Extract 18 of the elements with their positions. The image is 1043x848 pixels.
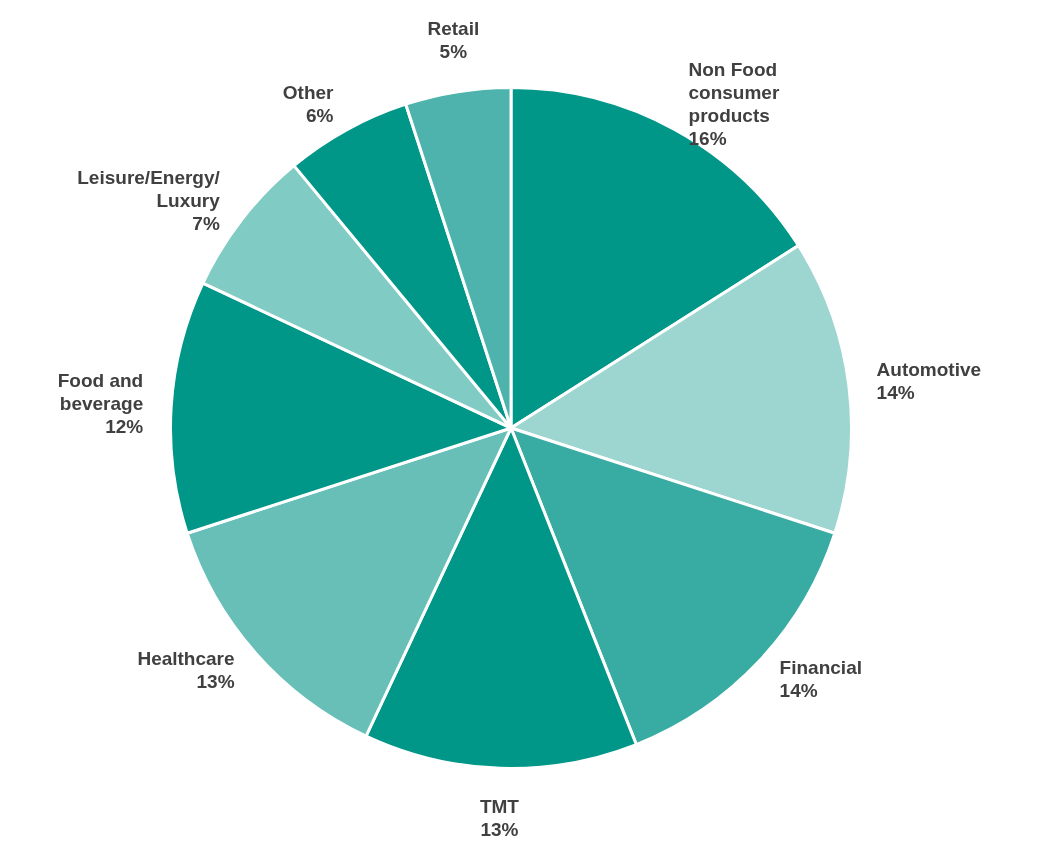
- slice-label: Food and beverage: [57, 370, 144, 415]
- slice-label: Non Food consumer products: [688, 58, 780, 126]
- data-label: 14%: [779, 679, 818, 701]
- slice-label: Financial: [779, 656, 862, 678]
- slice-label: Retail: [427, 17, 480, 39]
- data-label: 5%: [439, 40, 468, 62]
- data-label: 6%: [306, 104, 334, 126]
- slice-label: TMT: [479, 796, 520, 818]
- data-label: 14%: [876, 381, 915, 403]
- slice-label: Healthcare: [137, 648, 235, 670]
- slice-label: Automotive: [876, 358, 982, 380]
- slice-label: Leisure/Energy/Luxury: [77, 167, 221, 212]
- data-label: 12%: [105, 416, 144, 438]
- data-label: 16%: [688, 127, 727, 149]
- slice-label: Other: [282, 81, 335, 103]
- data-label: 13%: [196, 671, 235, 693]
- data-label: 7%: [192, 213, 220, 235]
- data-label: 13%: [480, 819, 519, 841]
